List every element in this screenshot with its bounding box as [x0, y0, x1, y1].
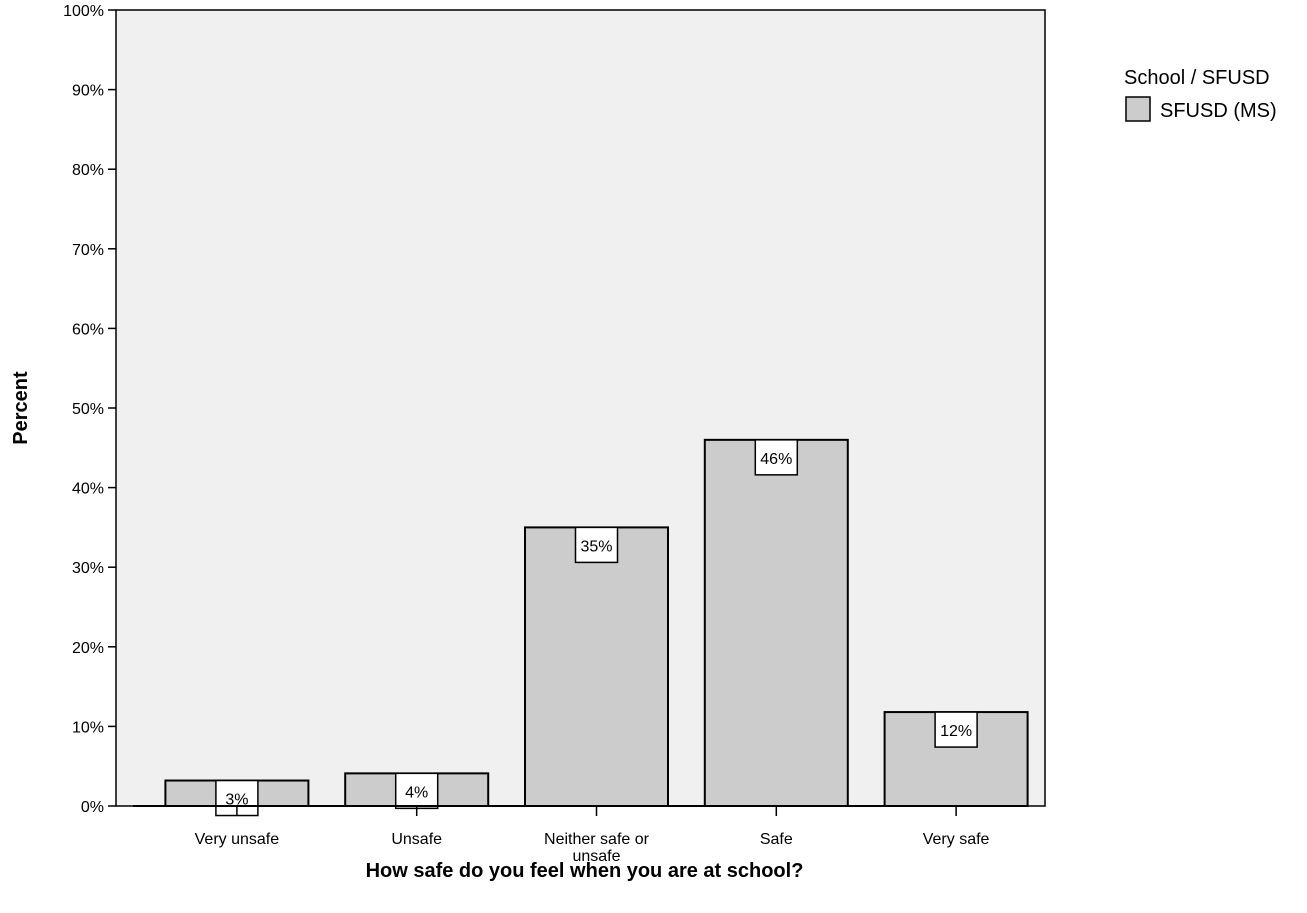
x-tick-label: Safe — [760, 831, 793, 848]
x-tick-label: Very safe — [923, 831, 990, 848]
bar — [703, 438, 849, 807]
x-tick-label: Unsafe — [391, 831, 442, 848]
data-label: 3% — [225, 792, 248, 809]
data-label-box — [754, 439, 799, 476]
y-tick-label: 30% — [72, 560, 104, 577]
data-label-box — [574, 526, 619, 564]
y-tick-label: 0% — [81, 799, 104, 816]
legend-title: School / SFUSD — [1124, 67, 1270, 89]
y-tick-label: 20% — [72, 640, 104, 657]
data-label: 12% — [940, 723, 972, 740]
y-tick-label: 60% — [72, 321, 104, 338]
legend-swatch — [1125, 96, 1151, 122]
y-axis-title: Percent — [10, 371, 32, 445]
x-tick-label: Very unsafe — [195, 831, 280, 848]
data-label: 35% — [580, 538, 612, 555]
y-tick-label: 90% — [72, 83, 104, 100]
y-tick-label: 70% — [72, 242, 104, 259]
data-label-box — [394, 772, 439, 810]
y-tick-label: 80% — [72, 162, 104, 179]
data-label-box — [934, 711, 978, 748]
data-label: 4% — [405, 784, 428, 801]
bar — [883, 711, 1029, 808]
y-tick-label: 100% — [63, 3, 104, 20]
bar — [524, 526, 669, 808]
x-tick-label: Neither safe or unsafe — [544, 831, 650, 865]
legend-entry-label: SFUSD (MS) — [1160, 100, 1277, 122]
x-axis-title: How safe do you feel when you are at sch… — [366, 860, 804, 882]
bars: 3% 4% 35% 46% 12% — [164, 438, 1029, 817]
y-tick-label: 50% — [72, 401, 104, 418]
x-axis: Very unsafe Unsafe Neither safe or unsafe Sa… — [133, 805, 1015, 865]
y-tick-label: 10% — [72, 719, 104, 736]
y-tick-label: 40% — [72, 481, 104, 498]
data-label: 46% — [760, 451, 792, 468]
legend: School / SFUSD SFUSD (MS) — [1124, 67, 1277, 122]
y-axis: 0% 10% 20% 30% 40% 50% 60% 70% 80% 90% 100% — [63, 3, 116, 816]
